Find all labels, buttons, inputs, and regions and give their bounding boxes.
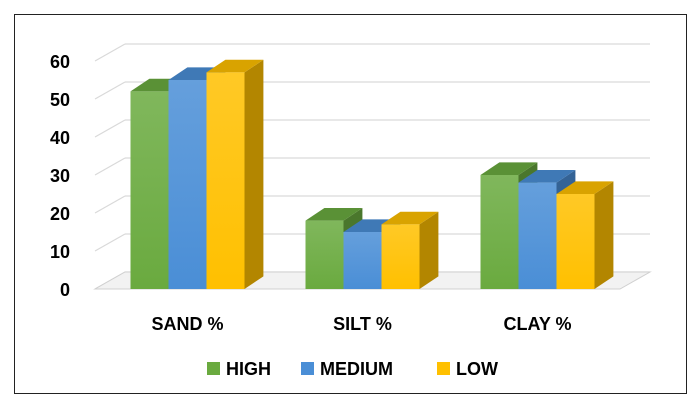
bar-low-1 [381, 211, 439, 289]
legend: HIGH MEDIUM LOW [207, 359, 498, 379]
y-tick-label: 10 [50, 242, 70, 262]
y-tick-label: 40 [50, 128, 70, 148]
y-axis: 0 10 20 30 40 50 60 [50, 52, 70, 300]
legend-swatch [207, 362, 220, 375]
x-tick-label: CLAY % [503, 314, 571, 334]
legend-label: HIGH [226, 359, 271, 379]
legend-item-low: LOW [437, 359, 498, 379]
legend-swatch [301, 362, 314, 375]
x-tick-label: SILT % [333, 314, 392, 334]
y-tick-label: 0 [60, 280, 70, 300]
legend-item-high: HIGH [207, 359, 271, 379]
y-tick-label: 60 [50, 52, 70, 72]
legend-swatch [437, 362, 450, 375]
gridline-side-60 [94, 43, 126, 62]
legend-label: MEDIUM [320, 359, 393, 379]
y-tick-label: 50 [50, 90, 70, 110]
gridline-side-30 [94, 157, 126, 176]
gridline-side-20 [94, 195, 126, 214]
bar-low-0 [206, 59, 264, 290]
bars [130, 59, 614, 290]
gridline-side-50 [94, 81, 126, 100]
y-tick-label: 30 [50, 166, 70, 186]
y-tick-label: 20 [50, 204, 70, 224]
gridline-side-40 [94, 119, 126, 138]
x-axis: SAND % SILT % CLAY % [151, 314, 571, 334]
legend-label: LOW [456, 359, 498, 379]
bar-low-2 [556, 181, 614, 289]
x-tick-label: SAND % [151, 314, 223, 334]
legend-item-medium: MEDIUM [301, 359, 393, 379]
gridline-side-10 [94, 233, 126, 252]
